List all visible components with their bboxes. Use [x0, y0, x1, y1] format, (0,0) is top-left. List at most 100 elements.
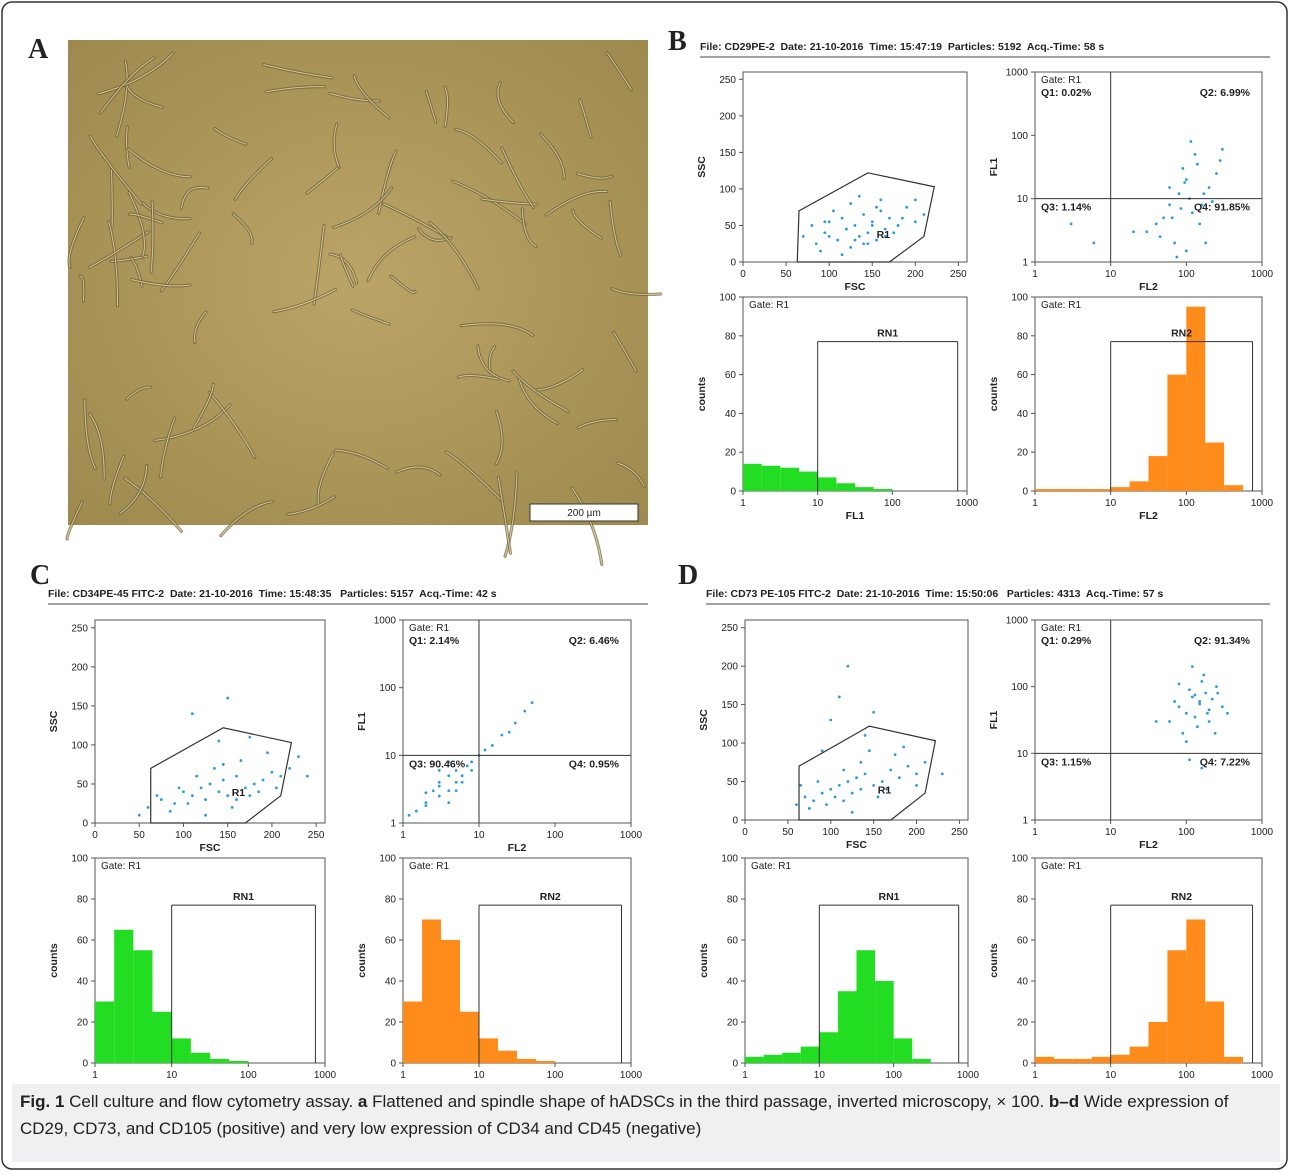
panel-header: File: CD34PE-45 FITC-2 Date: 21-10-2016 …: [48, 588, 497, 600]
cell-halo: [126, 386, 152, 400]
y-tick-label: 40: [1017, 409, 1029, 420]
cell-halo: [333, 187, 393, 228]
event-dot: [1221, 147, 1224, 151]
histogram-bar: [743, 463, 762, 491]
y-axis-label: SSC: [696, 156, 708, 178]
event-dot: [470, 760, 474, 764]
histogram-bar: [479, 1038, 499, 1063]
event-dot: [195, 774, 199, 778]
cell-halo: [545, 190, 608, 216]
cell-halo: [119, 465, 148, 515]
cell-halo: [125, 82, 163, 108]
x-tick-label: 10: [1105, 498, 1117, 509]
event-dot: [252, 782, 256, 786]
event-dot: [842, 799, 846, 803]
x-tick-label: 1: [92, 1070, 98, 1081]
event-dot: [146, 805, 150, 809]
event-dot: [829, 787, 833, 791]
gate-label: Gate: R1: [1041, 75, 1081, 86]
y-axis-label: FL1: [988, 711, 1000, 730]
event-dot: [1218, 159, 1222, 162]
event-dot: [913, 220, 917, 224]
event-dot: [923, 760, 927, 764]
x-axis-label: FSC: [200, 842, 221, 854]
event-dot: [827, 235, 831, 238]
cell-halo: [109, 455, 125, 505]
event-dot: [855, 776, 858, 780]
x-tick-label: 100: [1178, 269, 1195, 280]
event-dot: [850, 791, 854, 795]
histogram-bar: [1110, 487, 1130, 491]
event-dot: [883, 235, 887, 238]
quadrant-label: Q4: 0.95%: [569, 758, 620, 770]
x-tick-label: 10: [473, 1070, 485, 1081]
cell-halo: [572, 209, 602, 239]
event-dot: [168, 809, 172, 813]
event-dot: [173, 802, 177, 805]
y-tick-label: 150: [721, 700, 738, 711]
event-dot: [900, 216, 904, 220]
x-tick-label: 1000: [314, 1070, 337, 1081]
cell-halo: [127, 148, 191, 178]
event-dot: [849, 245, 853, 249]
y-tick-label: 80: [727, 895, 739, 906]
event-dot: [460, 774, 464, 778]
cell-halo: [129, 213, 163, 224]
cell-halo: [390, 275, 416, 293]
x-tick-label: 100: [240, 1070, 257, 1081]
y-tick-label: 10: [1017, 749, 1029, 760]
y-tick-label: 40: [725, 409, 737, 420]
event-dot: [1184, 740, 1188, 743]
event-dot: [226, 696, 230, 700]
event-dot: [483, 748, 487, 752]
quadrant-label: Q1: 0.02%: [1041, 87, 1092, 99]
event-dot: [305, 774, 309, 778]
event-dot: [1210, 697, 1214, 701]
x-tick-label: 100: [1178, 1070, 1195, 1081]
x-axis-label: FL2: [1139, 510, 1158, 522]
event-dot: [853, 224, 857, 227]
y-tick-label: 1: [390, 819, 396, 830]
event-dot: [883, 227, 887, 231]
histogram-bar: [1205, 442, 1225, 491]
histogram-bar: [1091, 1056, 1111, 1063]
event-dot: [447, 801, 451, 805]
y-tick-label: 20: [1017, 1018, 1029, 1029]
cell-halo: [339, 254, 354, 287]
y-tick-label: 100: [721, 854, 738, 865]
event-dot: [836, 238, 840, 242]
event-dot: [454, 780, 458, 784]
x-tick-label: 1000: [1251, 827, 1274, 838]
cell-halo: [333, 123, 340, 168]
y-tick-label: 60: [727, 936, 739, 947]
event-dot: [810, 224, 814, 227]
event-dot: [243, 786, 247, 790]
x-tick-label: 100: [885, 1070, 902, 1081]
event-dot: [1188, 688, 1191, 692]
x-axis-label: FSC: [846, 839, 867, 851]
x-tick-label: 0: [742, 827, 748, 838]
y-tick-label: 80: [1017, 895, 1029, 906]
gate-name: R1: [877, 229, 891, 241]
x-axis-label: FL2: [1139, 281, 1158, 293]
histogram-bar: [516, 1058, 536, 1063]
histogram-bar: [95, 1001, 115, 1063]
histogram-bar: [1167, 950, 1187, 1063]
histogram-bar: [1035, 1056, 1054, 1063]
histogram-bar: [912, 1058, 931, 1063]
event-dot: [1069, 222, 1073, 226]
event-dot: [1202, 673, 1206, 677]
histogram-bar: [761, 465, 781, 491]
event-dot: [1189, 140, 1193, 143]
histogram-bar: [1129, 1046, 1149, 1063]
cell-halo: [306, 167, 339, 194]
event-dot: [816, 780, 820, 783]
event-dot: [1177, 705, 1181, 709]
y-tick-label: 10: [1017, 194, 1029, 205]
cell-halo: [455, 129, 503, 164]
cell-halo: [97, 52, 174, 95]
event-dot: [915, 783, 918, 787]
y-tick-label: 0: [730, 487, 736, 498]
event-dot: [859, 760, 863, 764]
cell-halo: [194, 311, 207, 343]
